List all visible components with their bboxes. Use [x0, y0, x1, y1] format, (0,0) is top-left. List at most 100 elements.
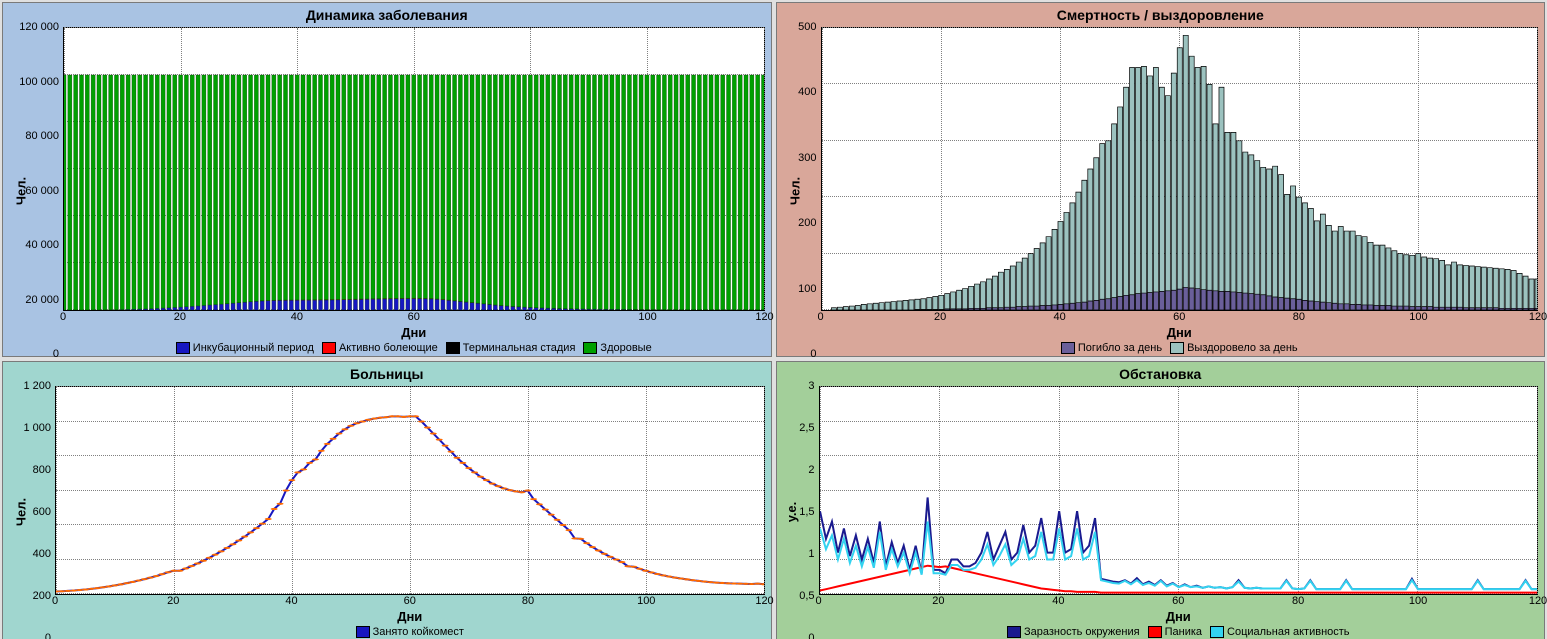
x-axis-label: Дни — [63, 325, 765, 340]
y-tick: 0,5 — [799, 590, 814, 602]
y-tick: 1 200 — [23, 380, 51, 392]
y-tick: 100 000 — [19, 76, 59, 88]
legend-swatch — [1061, 342, 1075, 354]
x-axis: 020406080100120 — [63, 311, 765, 325]
x-axis-label: Дни — [55, 609, 765, 624]
legend-item: Паника — [1148, 626, 1202, 638]
panel-disease-dynamics: Динамика заболевания Чел. 020 00040 0006… — [2, 2, 772, 357]
y-tick: 0 — [810, 348, 816, 360]
y-tick: 500 — [798, 21, 816, 33]
dashboard-grid: Динамика заболевания Чел. 020 00040 0006… — [0, 0, 1547, 639]
y-axis: Чел. 020 00040 00060 00080 000100 000120… — [9, 27, 63, 354]
y-tick: 200 — [798, 217, 816, 229]
panel-hospitals: Больницы Чел. 02004006008001 0001 200 02… — [2, 361, 772, 639]
plot-area — [63, 27, 765, 311]
y-tick: 400 — [798, 86, 816, 98]
x-tick: 120 — [1529, 311, 1547, 323]
legend-label: Паника — [1165, 626, 1202, 638]
legend-swatch — [1210, 626, 1224, 638]
y-tick: 40 000 — [25, 239, 59, 251]
legend-item: Активно болеющие — [322, 342, 438, 354]
x-tick: 40 — [1052, 595, 1064, 607]
legend-item: Терминальная стадия — [446, 342, 576, 354]
legend-label: Терминальная стадия — [463, 342, 576, 354]
y-tick: 20 000 — [25, 294, 59, 306]
legend: Погибло за день Выздоровело за день — [821, 340, 1539, 354]
x-tick: 40 — [285, 595, 297, 607]
x-axis: 020406080100120 — [55, 595, 765, 609]
panel-title: Обстановка — [783, 365, 1539, 386]
y-tick: 2,5 — [799, 422, 814, 434]
x-tick: 0 — [60, 311, 66, 323]
y-axis-label: Чел. — [787, 176, 802, 204]
panel-title: Динамика заболевания — [9, 6, 765, 27]
x-tick: 40 — [1054, 311, 1066, 323]
legend-item: Инкубационный период — [176, 342, 314, 354]
legend-swatch — [322, 342, 336, 354]
x-tick: 20 — [932, 595, 944, 607]
x-tick: 40 — [291, 311, 303, 323]
legend-swatch — [1148, 626, 1162, 638]
x-tick: 80 — [1293, 311, 1305, 323]
y-tick: 200 — [33, 590, 51, 602]
legend-item: Погибло за день — [1061, 342, 1162, 354]
x-tick: 20 — [167, 595, 179, 607]
legend-swatch — [176, 342, 190, 354]
y-tick: 120 000 — [19, 21, 59, 33]
y-tick: 800 — [33, 464, 51, 476]
legend-label: Погибло за день — [1078, 342, 1162, 354]
y-tick: 0 — [53, 348, 59, 360]
legend: Заразность окружения Паника Социальная акт… — [819, 624, 1539, 638]
x-tick: 120 — [1529, 595, 1547, 607]
x-tick: 100 — [1409, 311, 1427, 323]
legend-label: Выздоровело за день — [1187, 342, 1298, 354]
x-tick: 20 — [934, 311, 946, 323]
legend-label: Социальная активность — [1227, 626, 1350, 638]
x-tick: 0 — [52, 595, 58, 607]
y-tick: 0 — [45, 632, 51, 639]
x-tick: 0 — [817, 311, 823, 323]
plot-area — [819, 386, 1539, 595]
plot-area — [55, 386, 765, 595]
legend-label: Здоровые — [600, 342, 651, 354]
legend-swatch — [446, 342, 460, 354]
x-axis: 020406080100120 — [819, 595, 1539, 609]
y-tick: 60 000 — [25, 185, 59, 197]
y-tick: 1 000 — [23, 422, 51, 434]
x-tick: 60 — [1173, 311, 1185, 323]
y-tick: 600 — [33, 506, 51, 518]
x-tick: 100 — [1409, 595, 1427, 607]
x-tick: 60 — [404, 595, 416, 607]
x-axis-label: Дни — [819, 609, 1539, 624]
y-tick: 0 — [808, 632, 814, 639]
legend-label: Занято койкомест — [373, 626, 464, 638]
x-tick: 60 — [408, 311, 420, 323]
legend-swatch — [1007, 626, 1021, 638]
legend-label: Заразность окружения — [1024, 626, 1140, 638]
y-tick: 1,5 — [799, 506, 814, 518]
legend-label: Инкубационный период — [193, 342, 314, 354]
x-tick: 60 — [1172, 595, 1184, 607]
x-tick: 80 — [522, 595, 534, 607]
legend-item: Занято койкомест — [356, 626, 464, 638]
y-tick: 80 000 — [25, 130, 59, 142]
legend-item: Социальная активность — [1210, 626, 1350, 638]
legend: Занято койкомест — [55, 624, 765, 638]
y-tick: 100 — [798, 283, 816, 295]
legend: Инкубационный период Активно болеющие Терм… — [63, 340, 765, 354]
y-axis-label: Чел. — [14, 498, 29, 526]
legend-item: Здоровые — [583, 342, 651, 354]
x-tick: 100 — [638, 311, 656, 323]
panel-situation: Обстановка у.е. 00,511,522,53 0204060801… — [776, 361, 1546, 639]
y-tick: 2 — [808, 464, 814, 476]
legend-swatch — [583, 342, 597, 354]
legend-item: Заразность окружения — [1007, 626, 1140, 638]
y-axis-label: у.е. — [783, 502, 798, 523]
y-tick: 300 — [798, 152, 816, 164]
x-tick: 120 — [755, 595, 773, 607]
x-axis-label: Дни — [821, 325, 1539, 340]
x-axis: 020406080100120 — [821, 311, 1539, 325]
legend-swatch — [356, 626, 370, 638]
y-axis: Чел. 02004006008001 0001 200 — [9, 386, 55, 638]
y-tick: 1 — [808, 548, 814, 560]
